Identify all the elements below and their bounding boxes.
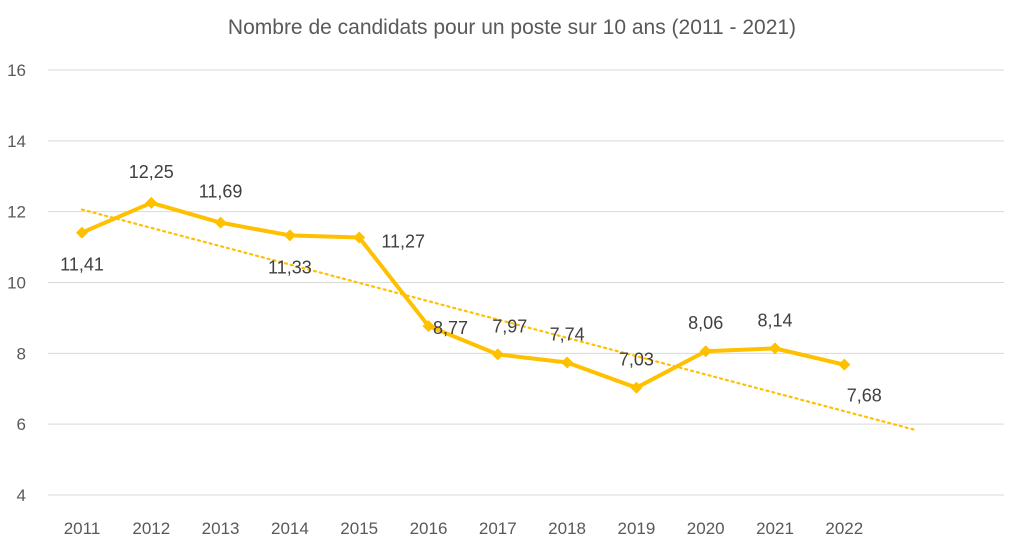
data-label: 11,33	[268, 257, 312, 277]
y-axis: 4 6 8 10 12 14 16	[7, 61, 26, 505]
x-tick-label: 2022	[825, 519, 863, 538]
y-tick-label: 16	[7, 61, 26, 80]
gridlines	[48, 69, 1004, 496]
series-layer	[76, 196, 851, 394]
data-point-marker	[76, 226, 88, 239]
data-label: 7,97	[492, 316, 527, 336]
data-point-marker	[561, 356, 574, 369]
data-label: 7,03	[619, 350, 654, 370]
data-point-marker	[630, 381, 643, 394]
x-tick-label: 2012	[132, 519, 170, 538]
data-point-marker	[491, 348, 504, 361]
x-tick-label: 2013	[202, 519, 240, 538]
series-line	[81, 200, 845, 390]
data-label: 8,77	[433, 318, 468, 338]
x-tick-label: 2019	[617, 519, 655, 538]
data-point-marker	[283, 229, 296, 242]
x-tick-label: 2016	[410, 519, 448, 538]
data-labels: 11,41 12,25 11,69 11,33 11,27 8,77 7,97 7,74 7,0…	[60, 162, 882, 406]
data-label: 8,14	[757, 310, 792, 330]
data-point-marker	[699, 345, 712, 358]
data-label: 7,74	[550, 325, 585, 345]
x-tick-label: 2017	[479, 519, 517, 538]
x-tick-label: 2015	[340, 519, 378, 538]
y-tick-label: 10	[7, 274, 26, 293]
data-point-marker	[422, 320, 435, 333]
data-point-marker	[838, 358, 851, 371]
trendline	[80, 208, 915, 431]
y-tick-label: 4	[17, 486, 26, 505]
x-axis: 2011 2012 2013 2014 2015 2016 2017 2018 2019 2020…	[64, 519, 863, 538]
x-tick-label: 2018	[548, 519, 586, 538]
data-point-marker	[145, 196, 158, 209]
data-point-marker	[353, 231, 366, 244]
y-tick-label: 14	[7, 132, 26, 151]
data-label: 12,25	[129, 162, 174, 182]
data-point-marker	[769, 342, 781, 355]
data-label: 11,69	[199, 182, 243, 202]
trendline-layer	[80, 208, 915, 431]
x-tick-label: 2014	[271, 519, 309, 538]
data-point-marker	[214, 216, 227, 229]
y-tick-label: 12	[7, 203, 26, 222]
y-tick-label: 6	[17, 415, 26, 434]
data-label: 11,27	[381, 232, 425, 252]
data-label: 7,68	[847, 386, 882, 406]
data-label: 11,41	[60, 255, 104, 275]
x-tick-label: 2011	[64, 519, 101, 538]
y-tick-label: 8	[17, 344, 26, 363]
x-tick-label: 2021	[756, 519, 794, 538]
x-tick-label: 2020	[687, 519, 725, 538]
data-label: 8,06	[688, 313, 723, 333]
chart-title: Nombre de candidats pour un poste sur 10…	[228, 16, 796, 39]
